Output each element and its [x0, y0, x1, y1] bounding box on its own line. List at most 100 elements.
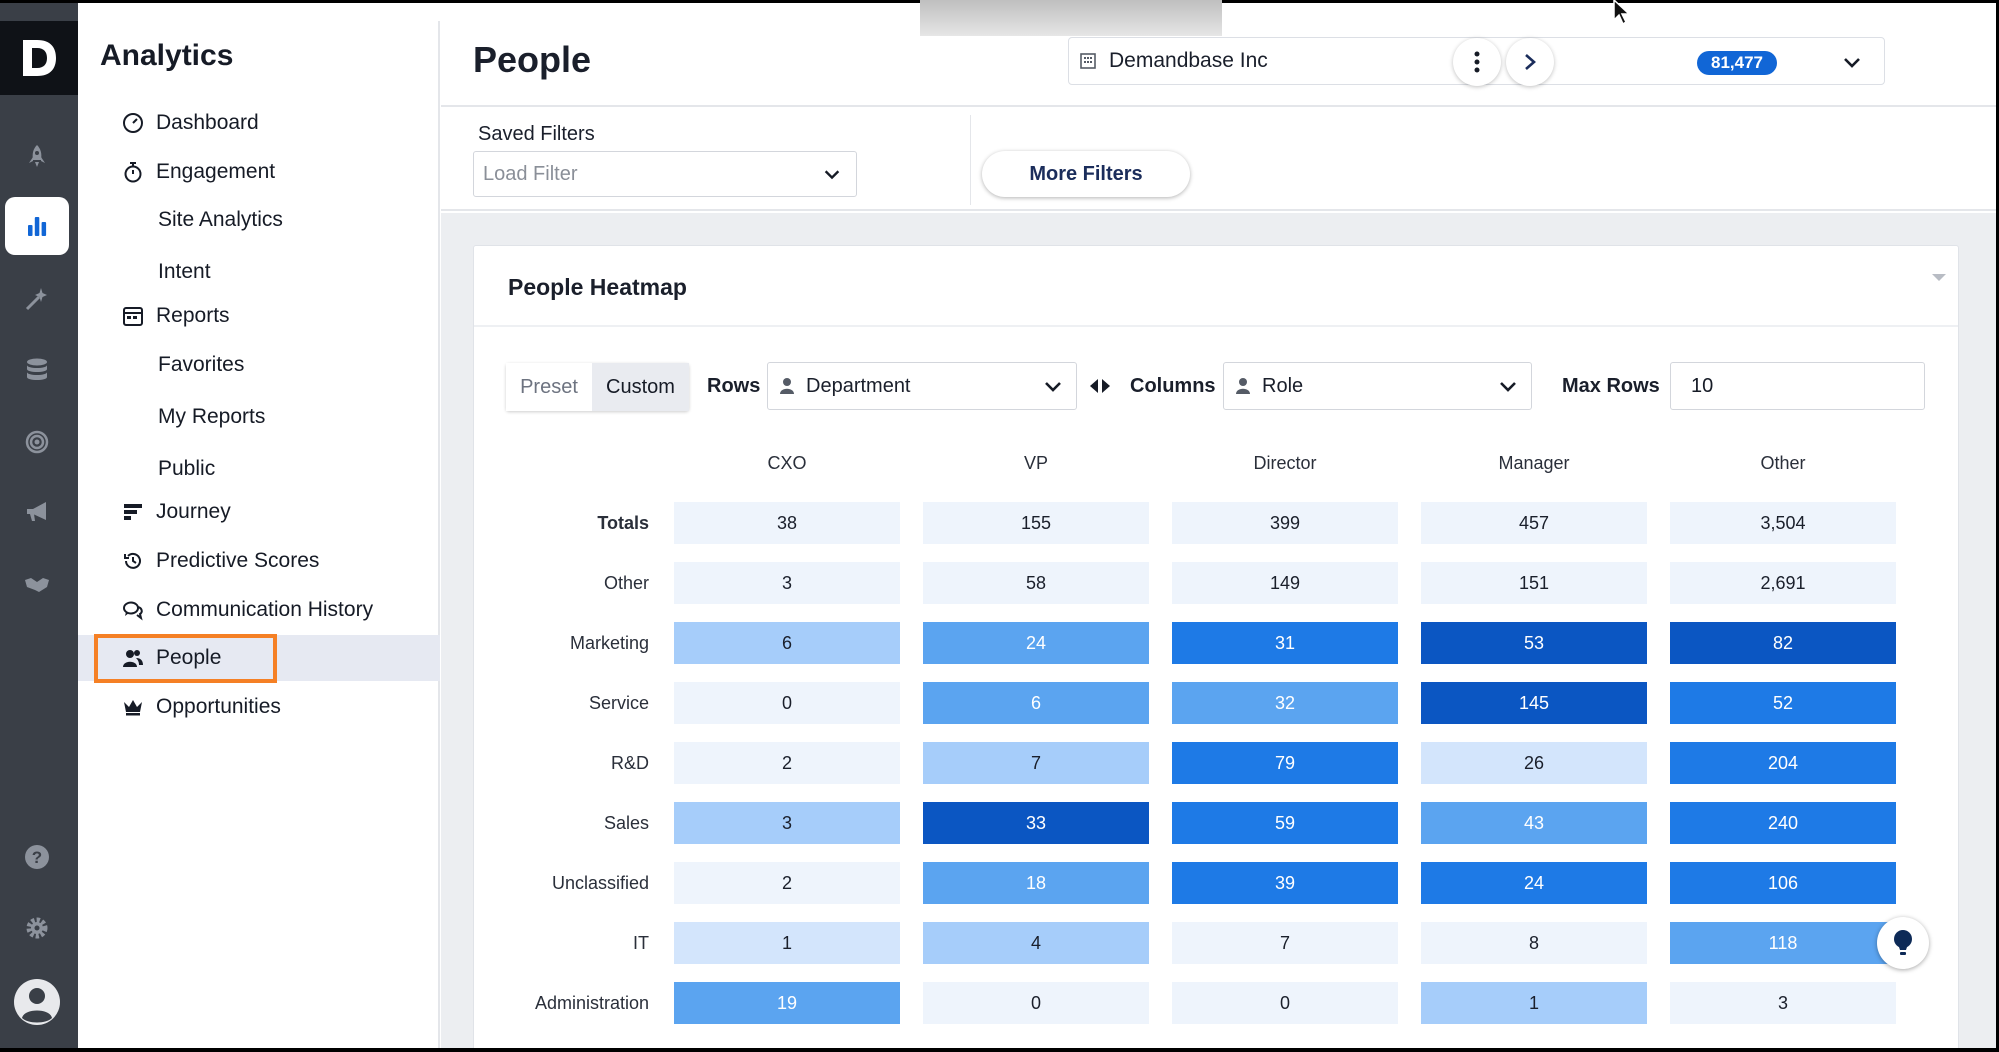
- heatmap-card: People Heatmap Preset Custom Rows Depart…: [473, 245, 1959, 1048]
- custom-tab[interactable]: Custom: [592, 363, 689, 411]
- nav-item-dashboard[interactable]: Dashboard: [78, 100, 440, 146]
- heatmap-cell[interactable]: 106: [1670, 862, 1896, 904]
- chevron-down-icon: [822, 164, 842, 190]
- heatmap-cell[interactable]: 8: [1421, 922, 1647, 964]
- heatmap-cell[interactable]: 82: [1670, 622, 1896, 664]
- nav-sub-favorites[interactable]: Favorites: [158, 353, 245, 376]
- nav-item-engagement[interactable]: Engagement: [78, 149, 440, 195]
- nav-label: Opportunities: [156, 695, 281, 718]
- heatmap-cell[interactable]: 24: [923, 622, 1149, 664]
- handshake-icon[interactable]: [5, 555, 69, 613]
- heatmap-cell[interactable]: 24: [1421, 862, 1647, 904]
- column-header: CXO: [767, 453, 807, 473]
- heatmap-cell[interactable]: 2: [674, 742, 900, 784]
- heatmap-cell[interactable]: 52: [1670, 682, 1896, 724]
- columns-label: Columns: [1130, 375, 1216, 397]
- database-icon[interactable]: [5, 341, 69, 399]
- more-options-button[interactable]: [1453, 38, 1501, 86]
- nav-item-journey[interactable]: Journey: [78, 489, 440, 535]
- heatmap-cell[interactable]: 3: [674, 802, 900, 844]
- bar-chart-icon[interactable]: [5, 197, 69, 255]
- avatar-icon[interactable]: [5, 973, 69, 1031]
- columns-select-value: Role: [1262, 374, 1304, 397]
- heatmap-cell[interactable]: 2: [674, 862, 900, 904]
- heatmap-cell[interactable]: 3,504: [1670, 502, 1896, 544]
- heatmap-cell[interactable]: 0: [923, 982, 1149, 1024]
- heatmap-cell[interactable]: 0: [674, 682, 900, 724]
- heatmap-cell[interactable]: 38: [674, 502, 900, 544]
- heatmap-cell[interactable]: 204: [1670, 742, 1896, 784]
- row-header: Marketing: [569, 633, 649, 653]
- swap-axes-icon[interactable]: [1088, 376, 1112, 401]
- row-header: Administration: [534, 993, 649, 1013]
- collapse-caret-icon[interactable]: [1932, 274, 1946, 281]
- magic-wand-icon[interactable]: [5, 270, 69, 328]
- help-icon[interactable]: ?: [5, 828, 69, 886]
- heatmap-cell[interactable]: 3: [674, 562, 900, 604]
- heatmap-cell[interactable]: 6: [923, 682, 1149, 724]
- heatmap-cell[interactable]: 33: [923, 802, 1149, 844]
- account-count-badge: 81,477: [1697, 51, 1777, 75]
- heatmap-cell[interactable]: 59: [1172, 802, 1398, 844]
- heatmap-cell[interactable]: 26: [1421, 742, 1647, 784]
- heatmap-cell[interactable]: 155: [923, 502, 1149, 544]
- brand-logo[interactable]: [0, 21, 78, 95]
- more-filters-button[interactable]: More Filters: [982, 151, 1190, 197]
- nav-sub-my-reports[interactable]: My Reports: [158, 405, 266, 428]
- lightbulb-help-button[interactable]: [1877, 917, 1929, 969]
- mouse-cursor-icon: [1613, 0, 1631, 26]
- page-title: People: [473, 39, 592, 80]
- heatmap-cell[interactable]: 457: [1421, 502, 1647, 544]
- rocket-icon[interactable]: [5, 127, 69, 185]
- heatmap-cell[interactable]: 7: [1172, 922, 1398, 964]
- nav-label: Reports: [156, 304, 230, 327]
- heatmap-cell[interactable]: 149: [1172, 562, 1398, 604]
- heatmap-cell[interactable]: 32: [1172, 682, 1398, 724]
- load-filter-placeholder: Load Filter: [483, 162, 578, 185]
- heatmap-cell[interactable]: 399: [1172, 502, 1398, 544]
- expand-panel-button[interactable]: [1506, 38, 1554, 86]
- heatmap-cell[interactable]: 145: [1421, 682, 1647, 724]
- people-icon: [120, 645, 146, 671]
- nav-sub-public[interactable]: Public: [158, 457, 216, 480]
- nav-item-communication-history[interactable]: Communication History: [78, 587, 440, 633]
- megaphone-icon[interactable]: [5, 483, 69, 541]
- max-rows-input[interactable]: [1670, 362, 1925, 410]
- preset-tab[interactable]: Preset: [506, 363, 592, 411]
- columns-select[interactable]: Role: [1223, 362, 1532, 410]
- chat-bubbles-icon: [120, 597, 146, 623]
- heatmap-cell[interactable]: 4: [923, 922, 1149, 964]
- nav-item-people[interactable]: People: [78, 635, 440, 681]
- heatmap-cell[interactable]: 0: [1172, 982, 1398, 1024]
- nav-sub-intent[interactable]: Intent: [158, 260, 211, 283]
- nav-item-reports[interactable]: Reports: [78, 293, 440, 339]
- rows-select[interactable]: Department: [767, 362, 1077, 410]
- gauge-icon: [120, 110, 146, 136]
- heatmap-cell[interactable]: 6: [674, 622, 900, 664]
- target-icon[interactable]: [5, 413, 69, 471]
- nav-sub-site-analytics[interactable]: Site Analytics: [158, 208, 283, 231]
- load-filter-select[interactable]: Load Filter: [473, 151, 857, 197]
- heatmap-cell[interactable]: 240: [1670, 802, 1896, 844]
- heatmap-cell[interactable]: 3: [1670, 982, 1896, 1024]
- heatmap-cell[interactable]: 31: [1172, 622, 1398, 664]
- column-header: Other: [1760, 453, 1806, 473]
- heatmap-cell[interactable]: 151: [1421, 562, 1647, 604]
- heatmap-cell[interactable]: 19: [674, 982, 900, 1024]
- gear-icon[interactable]: [5, 899, 69, 957]
- heatmap-cell[interactable]: 53: [1421, 622, 1647, 664]
- nav-item-opportunities[interactable]: Opportunities: [78, 684, 440, 730]
- heatmap-cell[interactable]: 1: [1421, 982, 1647, 1024]
- nav-item-predictive-scores[interactable]: Predictive Scores: [78, 538, 440, 584]
- rows-label: Rows: [707, 375, 761, 397]
- chevron-down-icon[interactable]: [1841, 51, 1863, 78]
- heatmap-cell[interactable]: 1: [674, 922, 900, 964]
- heatmap-cell[interactable]: 2,691: [1670, 562, 1896, 604]
- heatmap-cell[interactable]: 39: [1172, 862, 1398, 904]
- heatmap-cell[interactable]: 58: [923, 562, 1149, 604]
- heatmap-cell[interactable]: 7: [923, 742, 1149, 784]
- heatmap-cell[interactable]: 79: [1172, 742, 1398, 784]
- heatmap-cell[interactable]: 43: [1421, 802, 1647, 844]
- heatmap-cell[interactable]: 118: [1670, 922, 1896, 964]
- heatmap-cell[interactable]: 18: [923, 862, 1149, 904]
